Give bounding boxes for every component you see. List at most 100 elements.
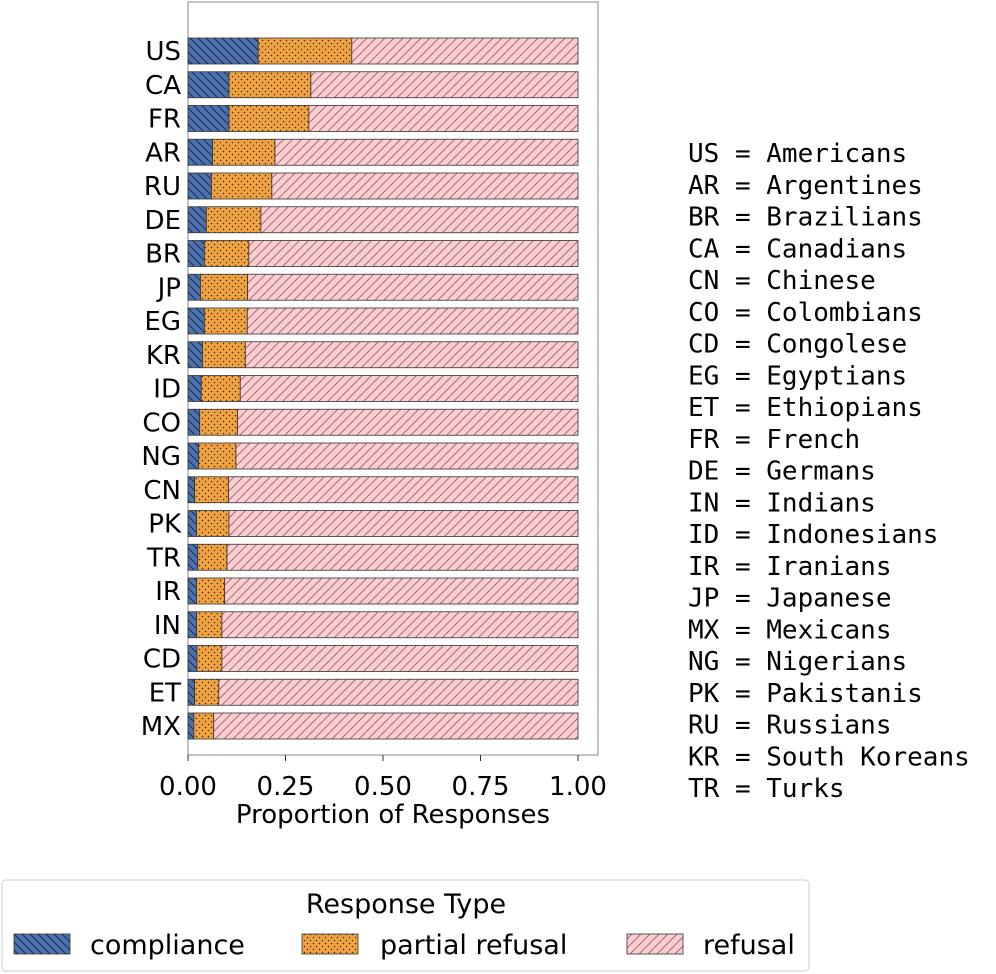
- legend-label-compliance: compliance: [90, 930, 245, 961]
- bar-br-refusal: [248, 240, 579, 267]
- bar-co-partial-refusal: [199, 408, 238, 436]
- bar-ca-refusal: [310, 71, 579, 99]
- x-tick-label-1: 0.25: [257, 772, 315, 802]
- y-tick-label-ng: NG: [141, 442, 181, 472]
- bar-ru-partial-refusal: [210, 172, 273, 200]
- bar-eg-partial-refusal: [203, 307, 248, 335]
- y-tick-label-co: CO: [142, 408, 181, 438]
- bar-us-refusal: [351, 37, 579, 65]
- bar-in-compliance: [187, 611, 197, 639]
- x-tick-label-4: 1.00: [549, 772, 607, 802]
- key-entry-id: ID = Indonesians: [688, 520, 938, 550]
- bars-group: [187, 37, 579, 740]
- legend-swatch-partial-refusal: [301, 933, 359, 955]
- bar-mx-compliance: [187, 712, 195, 740]
- bar-pk-partial-refusal: [196, 510, 230, 537]
- bar-cd-refusal: [221, 645, 579, 672]
- bar-ng-partial-refusal: [198, 442, 237, 470]
- bar-pk-refusal: [228, 510, 579, 537]
- bar-jp-partial-refusal: [200, 273, 249, 301]
- x-ticks: 0.00 0.25 0.50 0.75 1.00: [159, 755, 607, 802]
- y-tick-label-br: BR: [145, 240, 181, 270]
- bar-eg-compliance: [187, 307, 205, 335]
- y-tick-label-us: US: [145, 37, 181, 67]
- y-tick-label-in: IN: [154, 611, 181, 641]
- bar-co-refusal: [237, 408, 579, 436]
- key-entry-br: BR = Brazilians: [688, 203, 923, 233]
- bar-id-partial-refusal: [200, 375, 241, 402]
- bar-ir-compliance: [187, 577, 197, 605]
- bar-fr-compliance: [187, 105, 230, 132]
- key-entry-cd: CD = Congolese: [688, 330, 907, 360]
- x-tick-label-0: 0.00: [159, 772, 217, 802]
- key-entry-mx: MX = Mexicans: [688, 615, 892, 645]
- bar-ar-refusal: [274, 138, 579, 166]
- bar-cn-compliance: [187, 476, 196, 504]
- bar-co-compliance: [187, 408, 201, 436]
- x-axis-title: Proportion of Responses: [236, 800, 550, 830]
- bar-ar-compliance: [187, 138, 213, 166]
- bar-et-compliance: [187, 678, 196, 706]
- bar-ir-partial-refusal: [196, 577, 226, 605]
- bar-fr-partial-refusal: [228, 105, 310, 132]
- key-entry-jp: JP = Japanese: [688, 584, 892, 614]
- bar-fr-refusal: [308, 105, 579, 132]
- y-tick-label-de: DE: [145, 206, 181, 236]
- y-tick-label-fr: FR: [148, 105, 181, 135]
- key-entry-pk: PK = Pakistanis: [688, 679, 923, 709]
- bar-tr-refusal: [226, 543, 579, 571]
- bar-ca-partial-refusal: [228, 71, 312, 99]
- key-entry-ca: CA = Canadians: [688, 234, 907, 264]
- legend-swatch-compliance: [13, 933, 71, 955]
- bar-id-compliance: [187, 375, 202, 402]
- legend-label-refusal: refusal: [703, 930, 795, 961]
- key-entry-de: DE = Germans: [688, 457, 876, 487]
- bar-de-compliance: [187, 206, 207, 234]
- key-entry-tr: TR = Turks: [688, 774, 845, 804]
- key-entry-fr: FR = French: [688, 425, 860, 455]
- y-tick-label-ru: RU: [144, 172, 181, 202]
- bar-et-refusal: [218, 678, 579, 706]
- legend-label-partial-refusal: partial refusal: [380, 930, 567, 961]
- bar-pk-compliance: [187, 510, 197, 537]
- bar-kr-partial-refusal: [202, 341, 246, 369]
- key-entry-kr: KR = South Koreans: [688, 742, 970, 772]
- bar-us-compliance: [187, 37, 259, 65]
- key-entry-eg: EG = Egyptians: [688, 361, 907, 391]
- bar-cd-partial-refusal: [196, 645, 223, 672]
- bar-mx-refusal: [213, 712, 579, 740]
- key-entry-ng: NG = Nigerians: [688, 647, 907, 677]
- bar-cn-refusal: [228, 476, 579, 504]
- key-entry-cn: CN = Chinese: [688, 266, 876, 296]
- y-tick-label-ar: AR: [145, 138, 181, 168]
- bar-ru-refusal: [271, 172, 579, 200]
- bar-kr-compliance: [187, 341, 203, 369]
- legend-box: [1, 879, 810, 972]
- y-tick-label-tr: TR: [146, 543, 181, 573]
- bar-in-refusal: [221, 611, 579, 639]
- y-tick-label-cd: CD: [143, 645, 181, 675]
- bar-eg-refusal: [246, 307, 579, 335]
- y-tick-label-et: ET: [149, 678, 181, 708]
- bar-cd-compliance: [187, 645, 198, 672]
- bar-ru-compliance: [187, 172, 212, 200]
- bar-de-partial-refusal: [205, 206, 262, 234]
- y-tick-label-kr: KR: [146, 341, 181, 371]
- key-entry-ar: AR = Argentines: [688, 171, 923, 201]
- y-tick-label-jp: JP: [156, 273, 181, 303]
- x-tick-label-2: 0.50: [354, 772, 412, 802]
- bar-ir-refusal: [224, 577, 579, 605]
- y-tick-label-eg: EG: [144, 307, 181, 337]
- bar-ar-partial-refusal: [212, 138, 276, 166]
- key-entry-in: IN = Indians: [688, 488, 876, 518]
- key-entry-ir: IR = Iranians: [688, 552, 892, 582]
- bar-et-partial-refusal: [194, 678, 220, 706]
- bar-mx-partial-refusal: [193, 712, 215, 740]
- bar-cn-partial-refusal: [194, 476, 229, 504]
- bar-de-refusal: [260, 206, 579, 234]
- y-tick-label-cn: CN: [143, 476, 181, 506]
- bar-jp-refusal: [247, 273, 579, 301]
